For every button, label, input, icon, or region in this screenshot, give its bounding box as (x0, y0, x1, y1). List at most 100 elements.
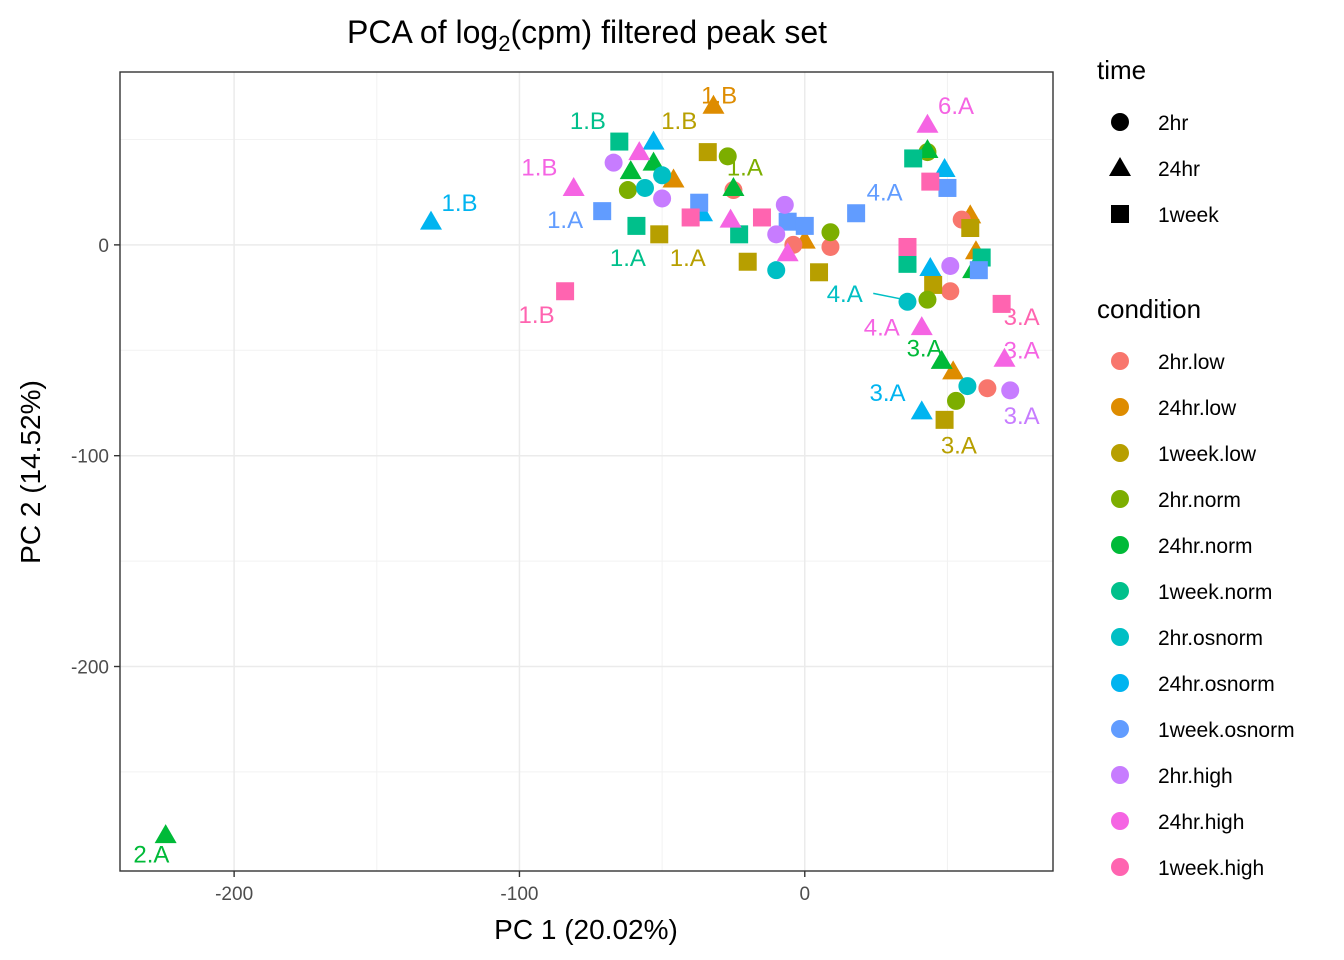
condition-legend-label: 2hr.high (1158, 765, 1233, 788)
data-point (961, 219, 980, 238)
time-legend-key (1111, 113, 1129, 131)
time-legend-label: 2hr (1158, 112, 1188, 135)
point-label: 3.A (907, 336, 943, 363)
data-point (635, 178, 654, 197)
condition-legend-label: 1week.norm (1158, 581, 1272, 604)
condition-legend-label: 2hr.low (1158, 351, 1225, 374)
condition-legend-key (1111, 858, 1129, 876)
time-legend-title: time (1097, 55, 1146, 85)
data-point (719, 208, 742, 228)
condition-legend-key (1111, 352, 1129, 370)
plot-panel (120, 72, 1053, 871)
point-label: 3.A (1004, 403, 1040, 430)
data-point (993, 347, 1016, 367)
data-point (650, 225, 669, 244)
condition-legend-label: 24hr.high (1158, 811, 1244, 834)
point-label: 3.A (941, 433, 977, 460)
data-point (898, 237, 917, 256)
plot-panel-border (119, 71, 1054, 872)
data-point (919, 257, 942, 277)
data-point (933, 157, 956, 177)
data-point (778, 212, 797, 231)
data-point (730, 225, 749, 244)
condition-legend-title: condition (1097, 294, 1201, 324)
data-point (938, 178, 957, 197)
time-legend-label: 24hr (1158, 158, 1200, 181)
data-point (702, 94, 725, 114)
data-point (681, 208, 700, 227)
point-label: 1.A (670, 245, 706, 272)
data-point (941, 282, 960, 301)
time-legend-label: 1week (1158, 204, 1219, 227)
condition-legend-key (1111, 444, 1129, 462)
point-label: 4.A (867, 180, 903, 207)
point-labels: 1.B1.B1.B1.B1.B1.B1.A1.A1.A 1.A4.A4.A4.A6… (133, 83, 1039, 869)
chart-title-subscript: 2 (498, 31, 510, 56)
condition-legend: condition 2hr.low 24hr.low 1week.low 2hr.no… (1097, 294, 1295, 880)
y-tick-label: -100 (71, 447, 109, 468)
data-point (722, 176, 745, 196)
data-point (752, 208, 771, 227)
point-label: 4.A (864, 315, 900, 342)
point-label: 3.A (1004, 304, 1040, 331)
data-point (847, 204, 866, 223)
data-point (916, 113, 939, 133)
data-point (776, 242, 799, 262)
condition-legend-label: 24hr.low (1158, 397, 1237, 420)
data-point (942, 360, 965, 380)
y-axis-ticks: -200 -100 0 (71, 236, 120, 679)
data-point (610, 132, 629, 151)
data-points (154, 94, 1020, 844)
x-axis-ticks: -200 -100 0 (215, 871, 810, 905)
data-point (738, 252, 757, 271)
condition-legend-label: 1week.osnorm (1158, 719, 1295, 742)
point-label: 1.A (727, 154, 763, 181)
data-point (698, 143, 717, 162)
point-label: 1.B (661, 108, 697, 135)
point-label: 6.A (938, 93, 974, 120)
data-point (618, 181, 637, 200)
data-point (154, 824, 177, 844)
point-label: 3.A (869, 380, 905, 407)
condition-legend-key (1111, 582, 1129, 600)
data-point (562, 176, 585, 196)
x-axis-title: PC 1 (20.02%) (494, 914, 678, 945)
condition-legend-label: 2hr.norm (1158, 489, 1241, 512)
condition-legend-label: 2hr.osnorm (1158, 627, 1263, 650)
data-point (627, 216, 646, 235)
condition-legend-key (1111, 720, 1129, 738)
point-label: 2.A (133, 842, 169, 869)
condition-legend-key (1111, 628, 1129, 646)
data-point (718, 147, 737, 166)
time-legend-key (1109, 157, 1131, 176)
data-point (653, 166, 672, 185)
chart-title: PCA of log2(cpm) filtered peak set (347, 14, 827, 56)
data-point (662, 168, 685, 188)
data-point (958, 377, 977, 396)
chart-title-suffix: (cpm) filtered peak set (510, 14, 827, 50)
condition-legend-key (1111, 766, 1129, 784)
data-point (628, 141, 651, 161)
data-point (935, 410, 954, 429)
data-point (593, 202, 612, 221)
data-point (930, 349, 953, 369)
data-point (918, 290, 937, 309)
condition-legend-label: 1week.low (1158, 443, 1257, 466)
time-legend-key (1111, 205, 1129, 223)
data-point (653, 189, 672, 208)
point-label: 1.B (701, 83, 737, 110)
data-point (910, 400, 933, 420)
condition-legend-label: 24hr.osnorm (1158, 673, 1275, 696)
data-point (420, 210, 442, 230)
data-point (941, 256, 960, 275)
condition-legend-label: 24hr.norm (1158, 535, 1253, 558)
data-point (767, 225, 786, 244)
data-point (904, 149, 923, 168)
data-point (690, 193, 709, 212)
time-legend: time 2hr 24hr 1week (1097, 55, 1219, 227)
condition-legend-key (1111, 812, 1129, 830)
data-point (619, 160, 642, 180)
data-point (924, 275, 943, 294)
data-point (810, 263, 829, 282)
